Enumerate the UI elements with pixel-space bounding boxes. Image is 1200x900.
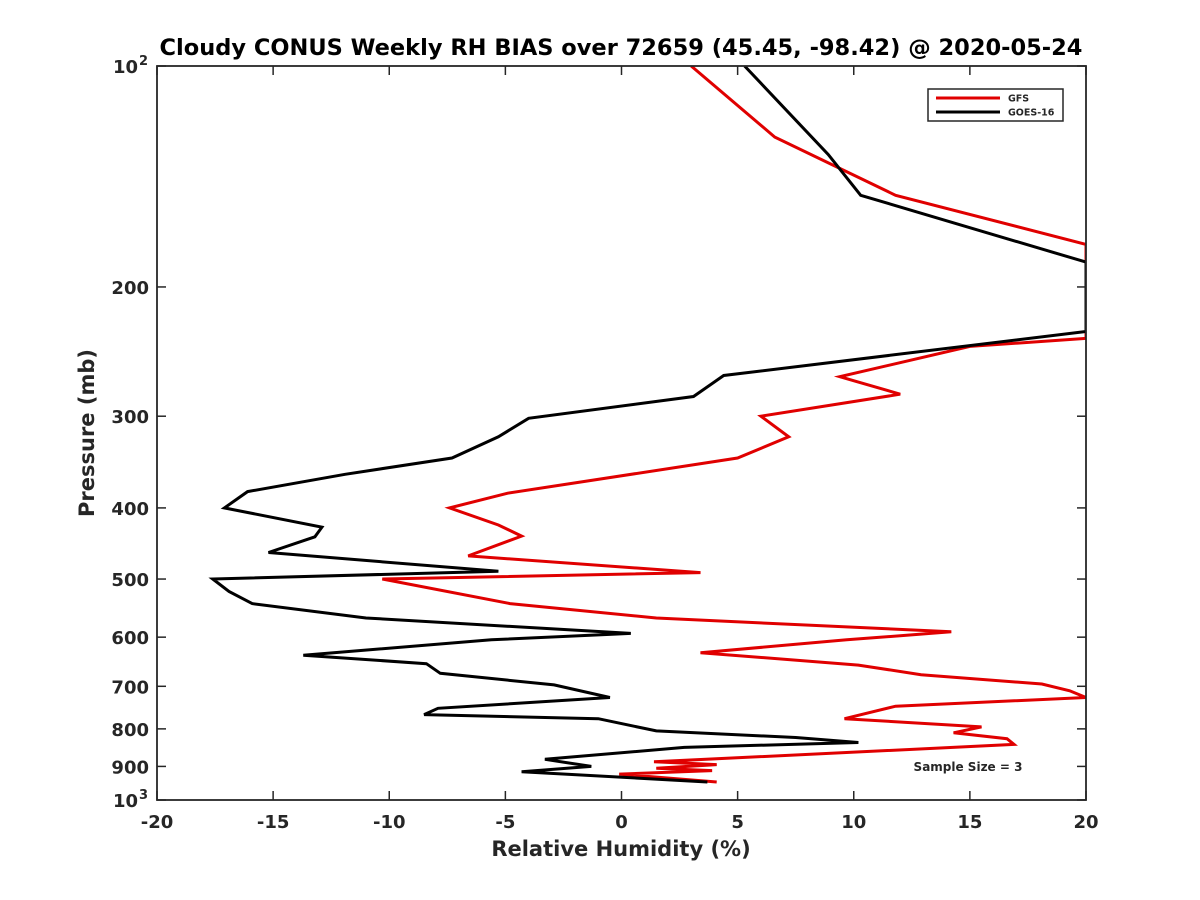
x-tick-label: 20 — [1073, 812, 1098, 833]
y-tick-label: 10 — [113, 791, 138, 812]
chart-title: Cloudy CONUS Weekly RH BIAS over 72659 (… — [160, 35, 1083, 61]
y-tick-label: 800 — [111, 720, 149, 741]
series-layer — [208, 66, 1086, 784]
series-line-2 — [208, 66, 1086, 784]
x-tick-label: -15 — [257, 812, 290, 833]
y-tick-label: 600 — [111, 628, 149, 649]
x-tick-label: 10 — [841, 812, 866, 833]
y-tick-label: 700 — [111, 677, 149, 698]
y-tick-label: 200 — [111, 278, 149, 299]
x-tick-label: -20 — [141, 812, 174, 833]
x-tick-label: -5 — [495, 812, 515, 833]
x-tick-label: 0 — [615, 812, 628, 833]
legend-label: GFS — [1008, 94, 1029, 105]
x-tick-label: 5 — [731, 812, 744, 833]
y-tick-label: 10 — [113, 57, 138, 78]
sample-size-annotation: Sample Size = 3 — [914, 760, 1023, 774]
y-tick-label-exponent: 2 — [139, 54, 148, 69]
y-tick-label: 400 — [111, 499, 149, 520]
legend: GFS GOES-16 — [927, 88, 1064, 122]
y-tick-label: 300 — [111, 407, 149, 428]
legend-label: GOES-16 — [1008, 108, 1055, 119]
plot-frame — [156, 65, 1087, 801]
x-tick-label: -10 — [373, 812, 406, 833]
y-tick-label-exponent: 3 — [139, 788, 148, 803]
y-tick-label: 500 — [111, 570, 149, 591]
series-line-1 — [382, 66, 1086, 784]
y-tick-label: 900 — [111, 757, 149, 778]
x-tick-label: 15 — [957, 812, 982, 833]
legend-box — [927, 88, 1064, 122]
y-axis-label: Pressure (mb) — [75, 349, 99, 517]
x-axis-label: Relative Humidity (%) — [491, 837, 750, 861]
x-axis-ticks: -20 -15 -10 -5 0 5 10 15 20 — [141, 66, 1099, 833]
